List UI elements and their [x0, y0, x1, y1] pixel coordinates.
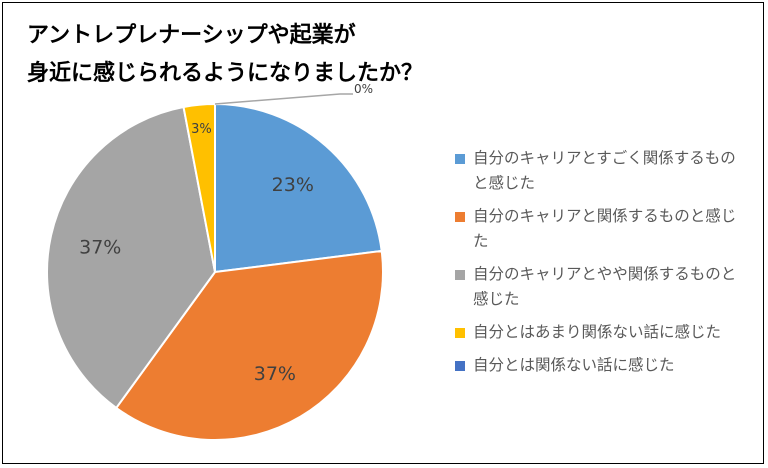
leader-line-5 [214, 93, 353, 105]
legend-swatch-1 [455, 154, 465, 164]
legend-item-5: 自分とは関係ない話に感じた [455, 353, 750, 378]
legend-item-3: 自分のキャリアとやや関係するものと感じた [455, 262, 750, 312]
legend-label-4: 自分とはあまり関係ない話に感じた [473, 323, 722, 341]
data-label-2: 37% [254, 363, 296, 385]
data-label-1: 23% [272, 174, 314, 196]
legend-swatch-4 [455, 328, 465, 338]
legend-item-4: 自分とはあまり関係ない話に感じた [455, 320, 750, 345]
legend-label-3: 自分のキャリアとやや関係するものと感じた [473, 265, 737, 308]
legend-swatch-5 [455, 361, 465, 371]
legend-swatch-2 [455, 212, 465, 222]
pie-slice-3 [46, 105, 217, 410]
data-label-3: 37% [79, 236, 121, 258]
chart-title: アントレプレナーシップや起業が 身近に感じられるようになりましたか？ [27, 17, 547, 93]
legend-swatch-3 [455, 270, 465, 280]
chart-title-line-2: 身近に感じられるようになりましたか？ [27, 61, 424, 86]
data-label-4: 3% [191, 122, 212, 137]
legend-item-2: 自分のキャリアと関係するものと感じた [455, 204, 750, 254]
legend-label-5: 自分とは関係ない話に感じた [473, 356, 675, 374]
legend-label-2: 自分のキャリアと関係するものと感じた [473, 207, 737, 250]
chart-title-line-1: アントレプレナーシップや起業が [27, 23, 356, 48]
legend: 自分のキャリアとすごく関係するものと感じた 自分のキャリアと関係するものと感じた自… [455, 146, 750, 386]
pie-slice-2 [114, 249, 384, 441]
data-label-5: 0% [354, 82, 373, 96]
legend-label-1: 自分のキャリアとすごく関係するものと感じた [473, 149, 736, 192]
pie-slice-1 [214, 102, 383, 274]
legend-item-1: 自分のキャリアとすごく関係するものと感じた [455, 146, 750, 196]
pie-slice-4 [182, 102, 216, 273]
